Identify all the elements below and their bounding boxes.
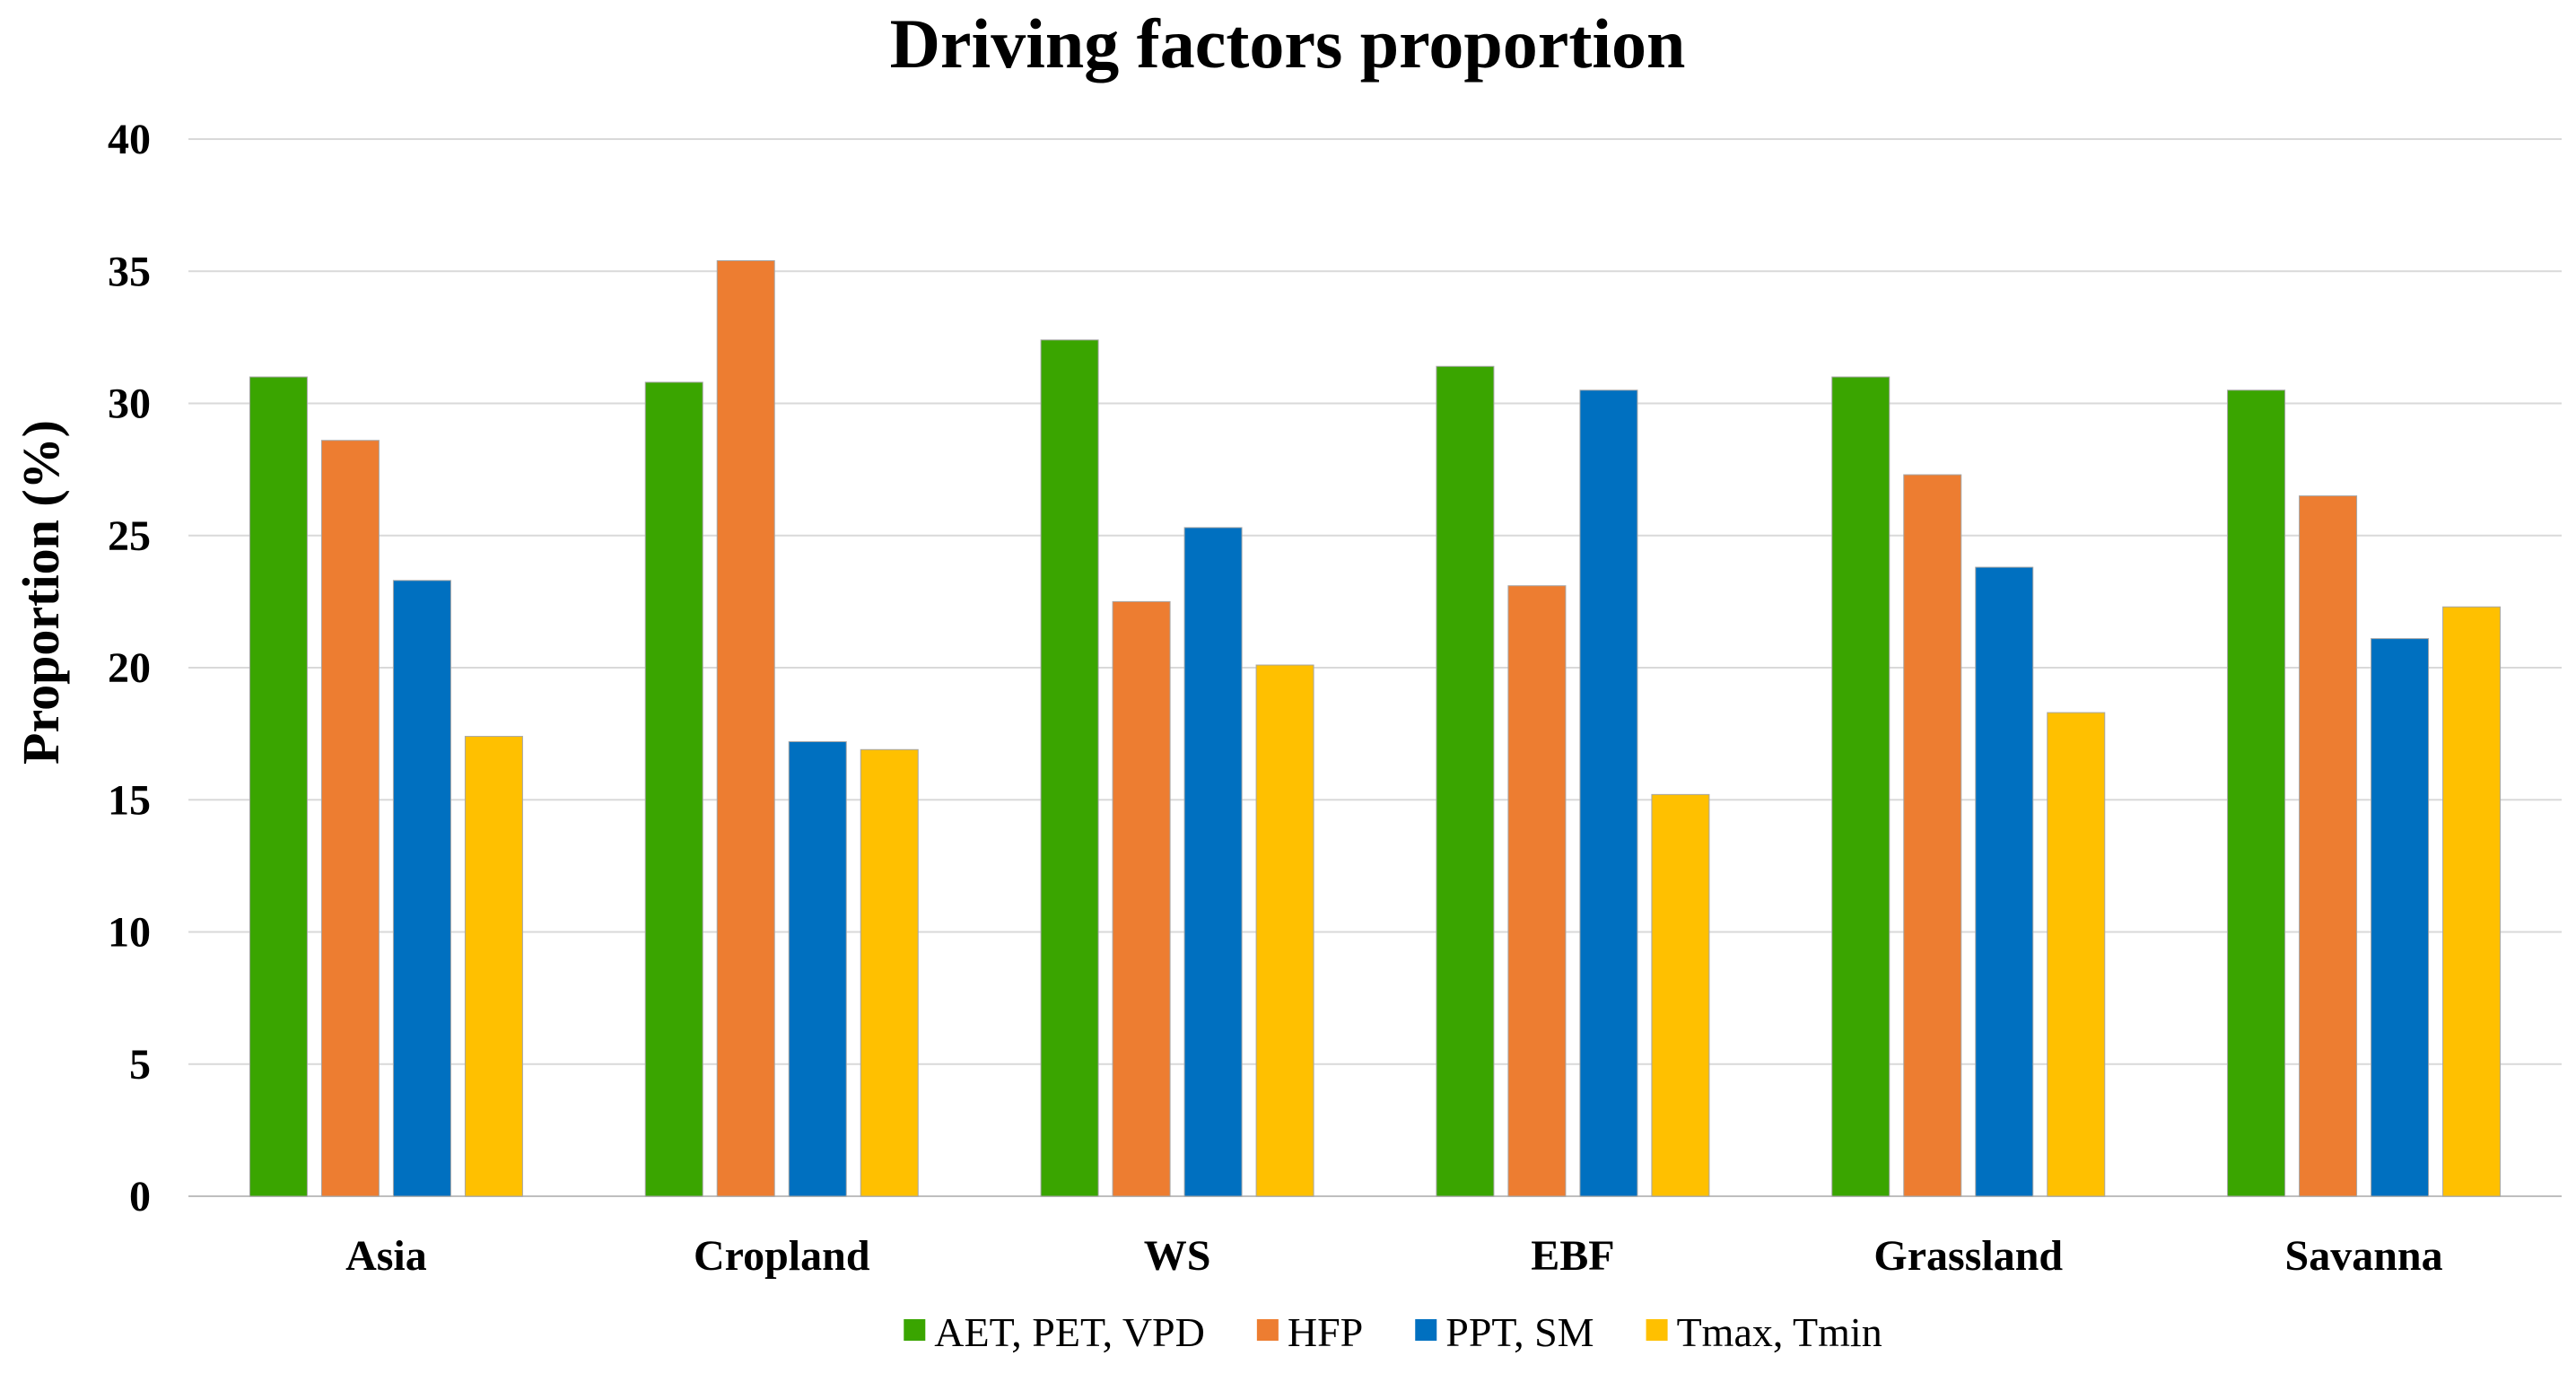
y-tick-label: 0 [129,1173,151,1220]
legend: AET, PET, VPD HFP PPT, SM Tmax, Tmin [904,1309,1882,1355]
bar-asia-series-3 [392,580,451,1197]
bar-savanna-series-2 [2299,495,2358,1197]
bar-cropland-series-1 [644,381,703,1197]
legend-label: HFP [1288,1309,1363,1355]
bar-ebf-series-2 [1507,585,1567,1197]
bar-savanna-series-3 [2371,638,2430,1197]
bar-ws-series-2 [1112,600,1171,1197]
bars [249,259,2502,1197]
legend-swatch [904,1319,926,1341]
bar-savanna-series-1 [2227,389,2286,1197]
y-tick-label: 5 [129,1041,151,1089]
y-tick-label: 35 [108,248,151,295]
bar-savanna-series-4 [2442,606,2502,1197]
chart-title: Driving factors proportion [890,4,1686,83]
bar-ebf-series-1 [1436,365,1495,1197]
x-category-label: WS [1144,1232,1211,1280]
x-category-label: EBF [1531,1232,1614,1280]
bar-ws-series-4 [1255,664,1314,1197]
legend-item: Tmax, Tmin [1646,1309,1882,1355]
y-tick-label: 40 [108,116,151,163]
y-tick-label: 25 [108,512,151,560]
y-tick-label: 10 [108,909,151,957]
legend-label: AET, PET, VPD [934,1309,1205,1355]
bar-asia-series-2 [320,440,380,1197]
y-axis-label: Proportion (%) [12,420,70,765]
bar-cropland-series-4 [860,748,919,1197]
legend-swatch [1415,1319,1437,1341]
bar-grassland-series-4 [2047,712,2106,1197]
legend-item: HFP [1256,1309,1363,1355]
legend-swatch [1646,1319,1668,1341]
bar-grassland-series-2 [1903,474,1962,1197]
bar-ebf-series-3 [1579,389,1638,1197]
legend-label: Tmax, Tmin [1677,1309,1882,1355]
y-tick-label: 15 [108,776,151,824]
bar-grassland-series-3 [1975,566,2034,1197]
y-tick-label: 20 [108,644,151,692]
y-axis-ticks: 0 5 10 15 20 25 30 35 40 [108,116,151,1220]
bar-ws-series-3 [1183,527,1243,1197]
bar-asia-series-1 [249,376,308,1197]
legend-swatch [1256,1319,1279,1341]
bar-grassland-series-1 [1831,376,1891,1197]
x-category-label: Savanna [2285,1232,2443,1280]
legend-label: PPT, SM [1445,1309,1594,1355]
bar-cropland-series-2 [716,259,775,1197]
bar-asia-series-4 [464,736,523,1197]
y-tick-label: 30 [108,380,151,428]
x-category-label: Asia [345,1232,427,1280]
x-category-label: Grassland [1873,1232,2063,1280]
x-axis-categories: Asia Cropland WS EBF Grassland Savanna [345,1232,2443,1280]
gridlines [188,138,2562,1197]
bar-ebf-series-4 [1651,793,1710,1197]
x-category-label: Cropland [694,1232,870,1280]
legend-item: PPT, SM [1415,1309,1594,1355]
legend-item: AET, PET, VPD [904,1309,1205,1355]
bar-ws-series-1 [1040,339,1099,1197]
bar-cropland-series-3 [788,740,847,1197]
